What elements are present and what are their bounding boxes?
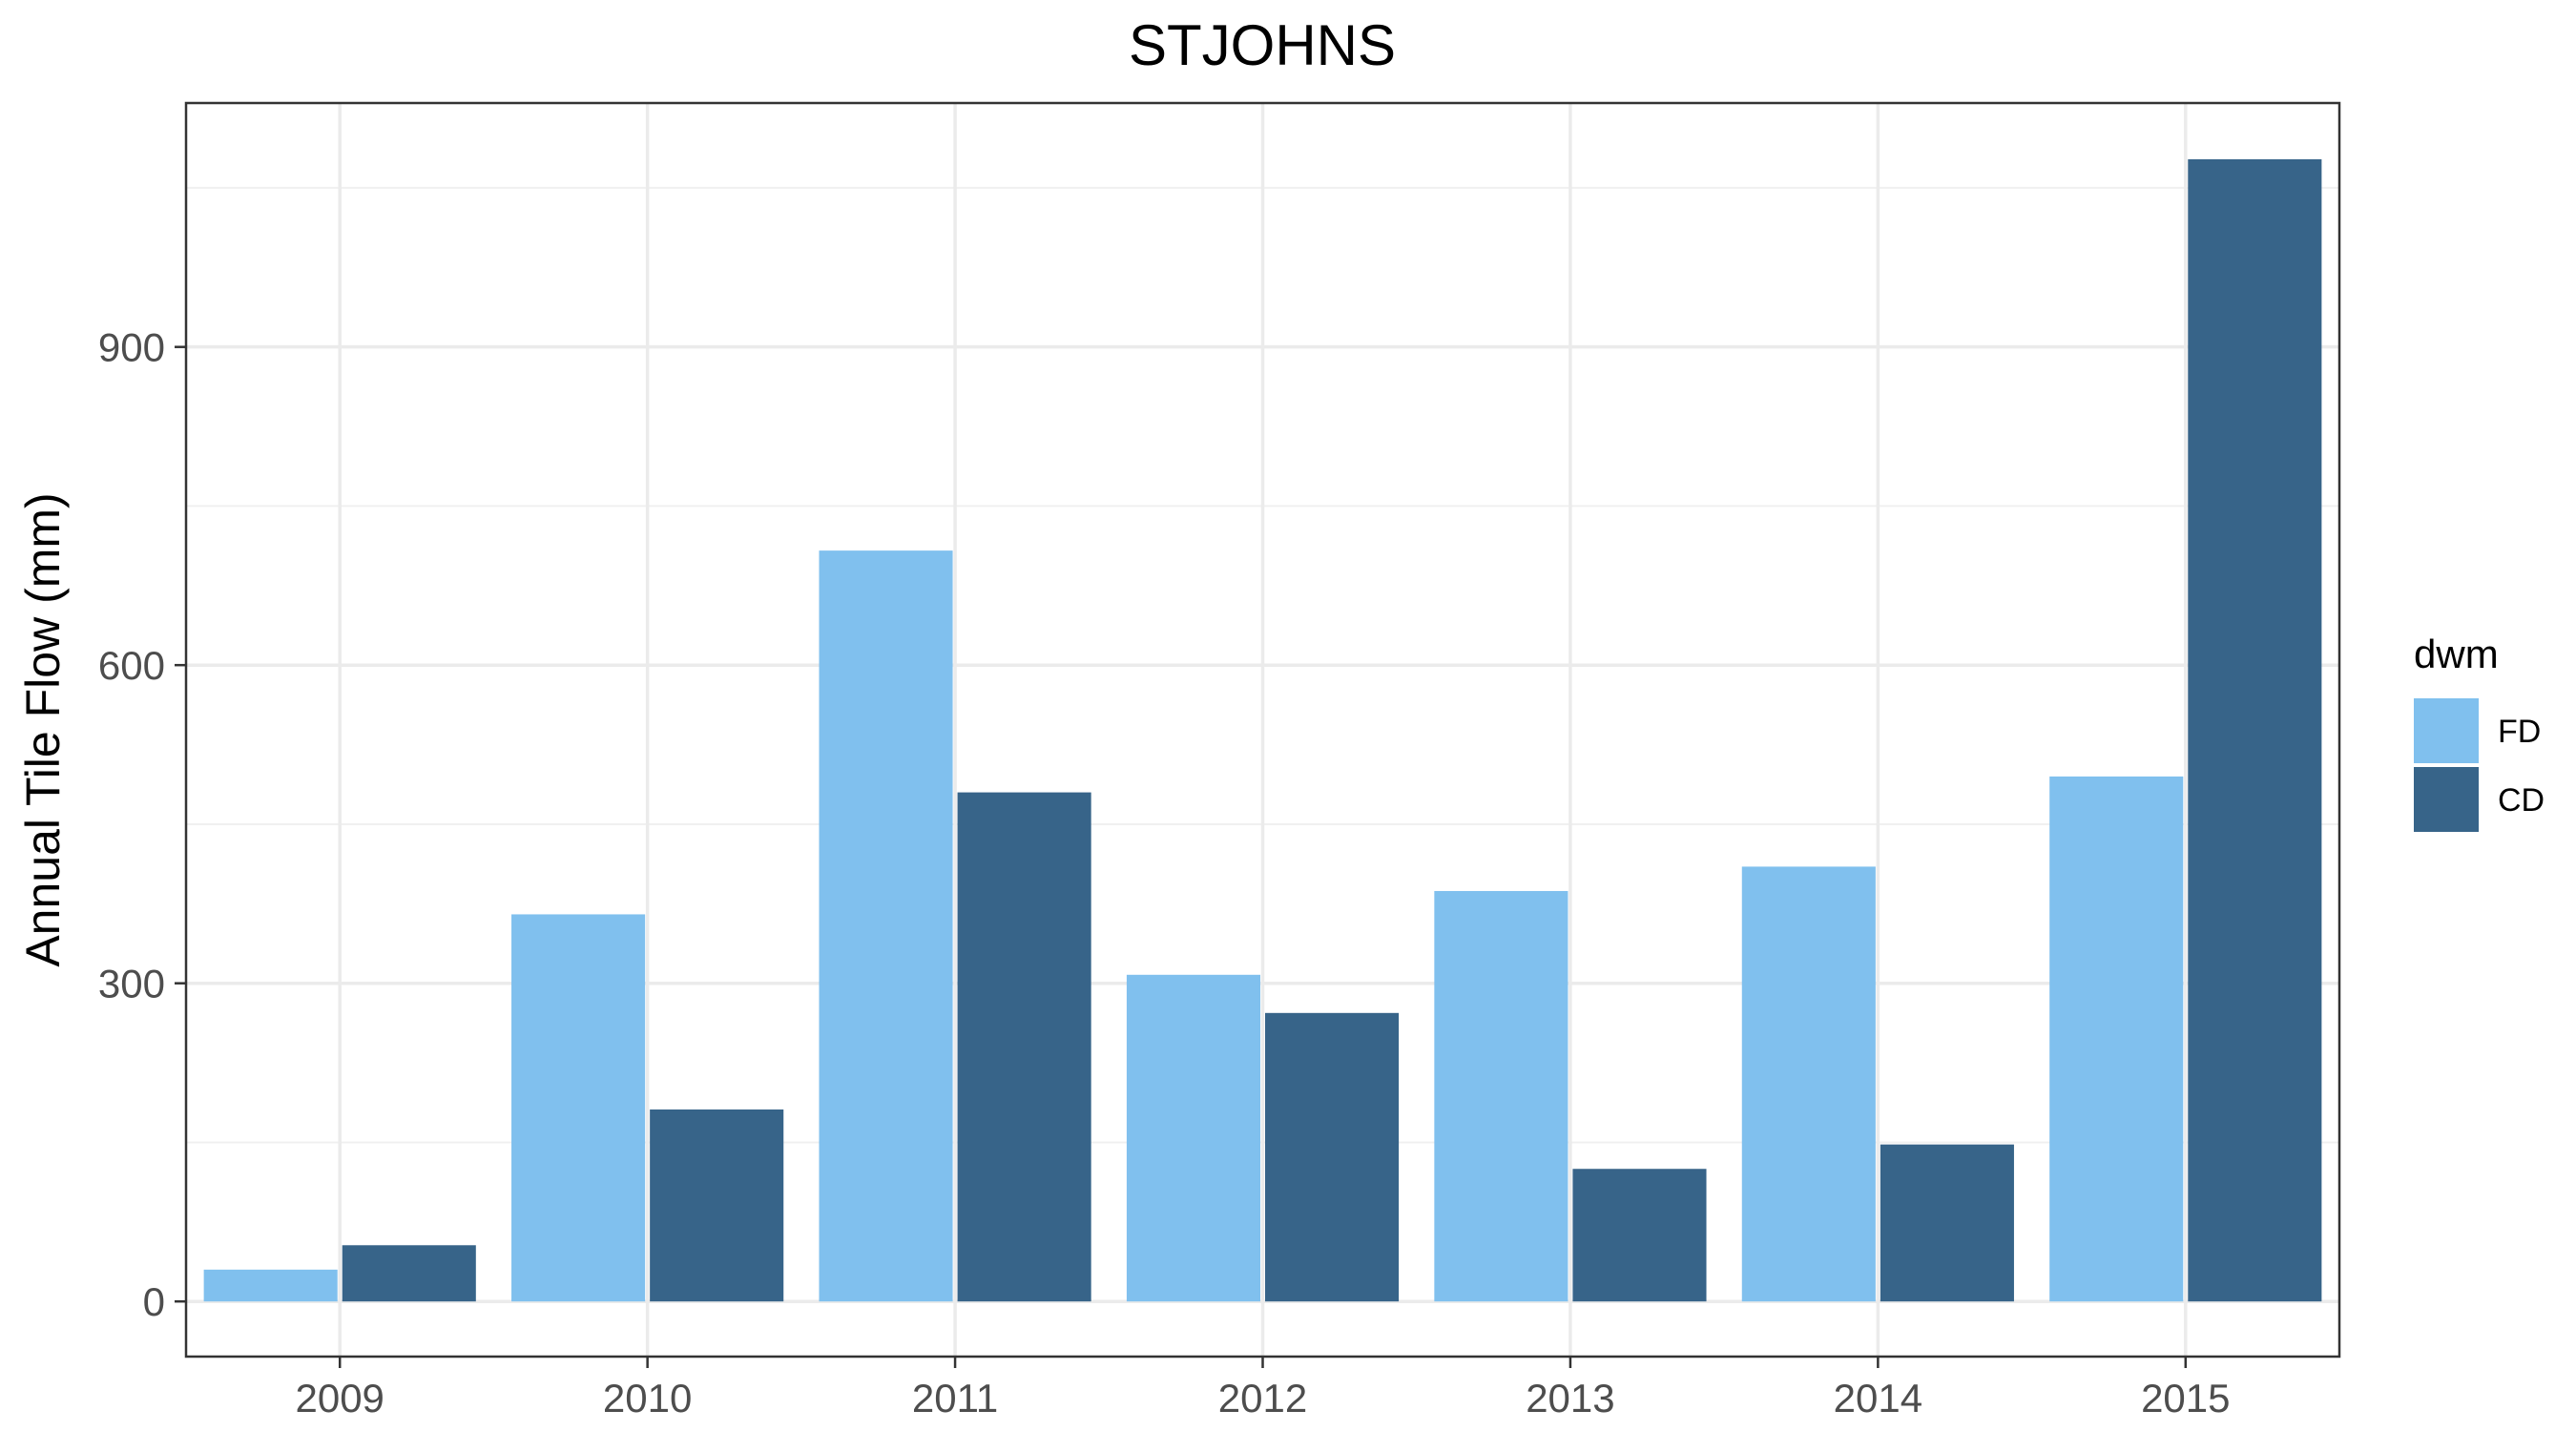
y-tick-label: 900 <box>98 325 165 370</box>
legend-key-cd <box>2414 767 2479 832</box>
bar-cd-2012 <box>1265 1012 1400 1302</box>
bar-fd-2014 <box>1741 866 1876 1302</box>
y-axis-title: Annual Tile Flow (mm) <box>16 492 70 966</box>
bar-cd-2011 <box>957 792 1091 1302</box>
x-tick-label: 2011 <box>912 1376 998 1421</box>
legend-key-fd <box>2414 698 2479 763</box>
x-tick-label: 2013 <box>1526 1376 1614 1421</box>
bar-fd-2010 <box>511 914 646 1302</box>
x-tick-label: 2009 <box>295 1376 384 1421</box>
bar-fd-2015 <box>2049 776 2184 1302</box>
bar-cd-2014 <box>1880 1144 2014 1302</box>
axes: 0 300 600 900 2009 2010 2011 2012 2013 2014 2015 <box>98 101 2341 1421</box>
bars <box>203 158 2322 1302</box>
x-tick-label: 2015 <box>2141 1376 2230 1421</box>
x-tick-label: 2010 <box>603 1376 692 1421</box>
legend-label-cd: CD <box>2498 782 2545 819</box>
bar-cd-2013 <box>1572 1169 1707 1302</box>
bar-fd-2013 <box>1434 890 1568 1302</box>
bar-cd-2010 <box>650 1109 784 1302</box>
y-tick-label: 600 <box>98 643 165 688</box>
x-tick-label: 2014 <box>1834 1376 1922 1421</box>
x-tick-label: 2012 <box>1218 1376 1307 1421</box>
bar-fd-2012 <box>1126 974 1260 1302</box>
bar-fd-2009 <box>203 1269 338 1302</box>
bar-cd-2015 <box>2188 158 2322 1302</box>
legend: dwm FD CD <box>2414 632 2545 832</box>
y-tick-label: 0 <box>143 1279 165 1324</box>
grid <box>186 103 2339 1357</box>
bar-fd-2011 <box>819 550 953 1302</box>
y-tick-label: 300 <box>98 962 165 1006</box>
bar-cd-2009 <box>342 1245 476 1302</box>
legend-title: dwm <box>2414 632 2499 676</box>
chart-title: STJOHNS <box>1129 13 1396 77</box>
legend-label-fd: FD <box>2498 714 2541 750</box>
